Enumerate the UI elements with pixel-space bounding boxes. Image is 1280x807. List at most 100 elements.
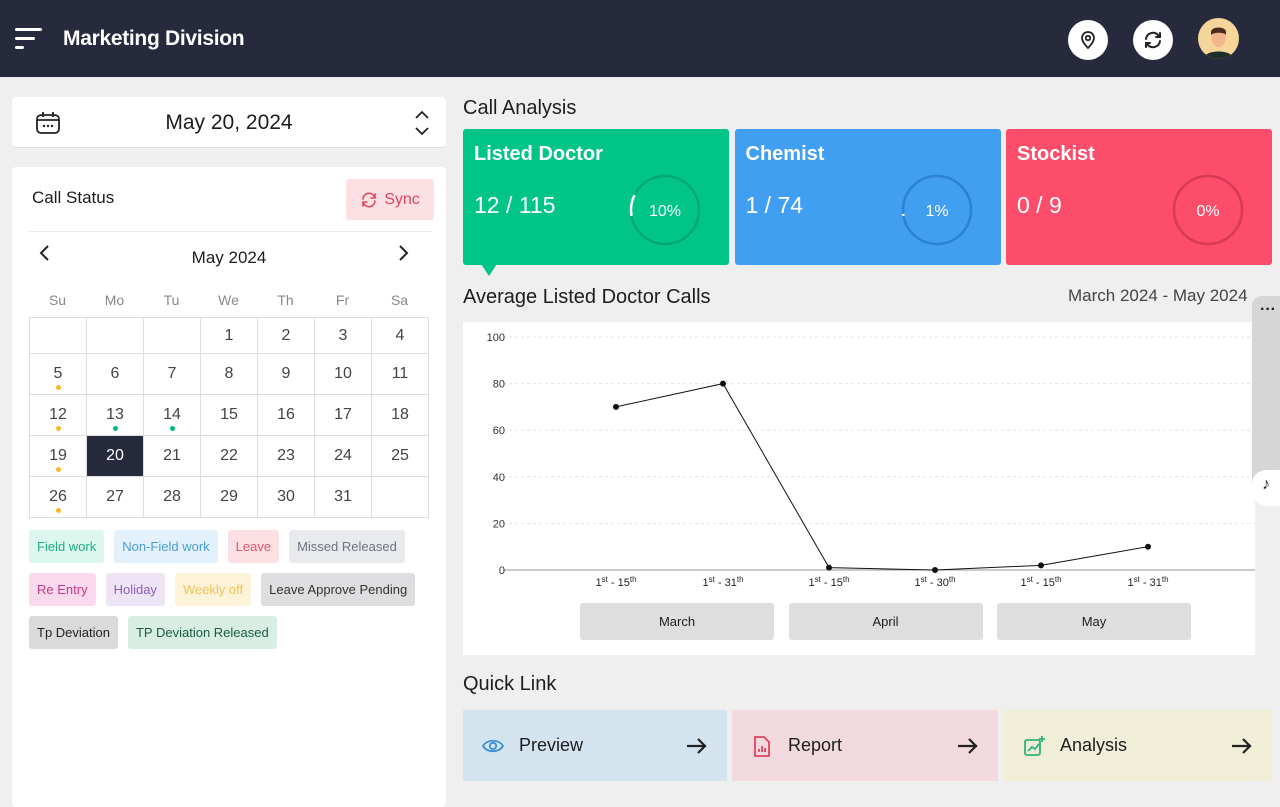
calendar-day[interactable]: 2 [257, 317, 315, 354]
chevron-updown-icon[interactable] [412, 109, 432, 142]
refresh-button[interactable] [1133, 20, 1173, 60]
calendar-day[interactable]: 24 [314, 435, 372, 477]
calendar-day[interactable]: 10 [314, 353, 372, 395]
x-tick-label: 1st - 15th [808, 575, 849, 589]
side-scroll-handle[interactable]: ··· [1252, 296, 1280, 501]
calendar-day[interactable]: 14 [143, 394, 201, 436]
progress-arc [629, 174, 701, 246]
calendar-day[interactable]: 9 [257, 353, 315, 395]
data-point[interactable] [720, 380, 726, 387]
next-month-button[interactable] [396, 244, 410, 267]
quick-link-preview[interactable]: Preview [463, 710, 727, 781]
legend-tag: Missed Released [289, 530, 405, 563]
refresh-icon [1145, 31, 1161, 49]
location-icon [1081, 31, 1095, 50]
day-number: 29 [220, 488, 238, 505]
status-dot [112, 426, 118, 431]
quick-link-analysis[interactable]: Analysis [1004, 710, 1272, 781]
date-selector[interactable]: May 20, 2024 [12, 97, 446, 148]
data-point[interactable] [932, 567, 938, 573]
stat-card-chemist[interactable]: Chemist 1 / 74 1% [734, 129, 1001, 265]
month-label: May 2024 [191, 248, 267, 267]
status-legend: Field work Non-Field work Leave Missed Rele… [29, 530, 429, 649]
calendar-day[interactable]: 27 [86, 476, 144, 518]
day-number: 16 [277, 406, 295, 423]
location-button[interactable] [1068, 20, 1108, 60]
day-number: 26 [49, 488, 67, 505]
chart-title: Average Listed Doctor Calls [463, 286, 711, 308]
calendar-day[interactable]: 15 [200, 394, 258, 436]
day-number: 27 [106, 488, 124, 505]
more-icon[interactable]: ··· [1260, 301, 1276, 318]
day-number: 22 [220, 447, 238, 464]
calendar-day[interactable]: 13 [86, 394, 144, 436]
app-title: Marketing Division [63, 27, 245, 50]
day-number: 31 [334, 488, 352, 505]
calendar-day[interactable]: 11 [371, 353, 429, 395]
call-status-title: Call Status [32, 188, 115, 207]
calendar-day[interactable]: 25 [371, 435, 429, 477]
quick-link-label: Report [788, 735, 843, 755]
y-tick-label: 40 [493, 472, 505, 484]
calendar-day[interactable]: 26 [29, 476, 87, 518]
avatar[interactable] [1198, 18, 1239, 59]
calendar-day[interactable]: 22 [200, 435, 258, 477]
calendar-day[interactable]: 4 [371, 317, 429, 354]
legend-tag: TP Deviation Released [127, 616, 277, 649]
legend-tag: Re Entry [29, 573, 96, 606]
calendar-day[interactable]: 1 [200, 317, 258, 354]
stat-card-listed-doctor[interactable]: Listed Doctor 12 / 115 10% [463, 129, 729, 265]
calendar-day[interactable]: 18 [371, 394, 429, 436]
day-number: 7 [167, 365, 177, 382]
data-point[interactable] [1038, 562, 1044, 569]
calendar-day[interactable]: 20 [86, 435, 144, 477]
divider [28, 231, 432, 232]
calendar-day[interactable]: 8 [200, 353, 258, 395]
day-number: 30 [277, 488, 295, 505]
calendar-day[interactable]: 28 [143, 476, 201, 518]
data-point[interactable] [613, 403, 619, 410]
progress-ring: 0% [1172, 174, 1244, 246]
calendar-day[interactable]: 6 [86, 353, 144, 395]
calendar-day[interactable]: 16 [257, 394, 315, 436]
y-tick-label: 100 [487, 332, 505, 344]
quick-link-report[interactable]: Report [732, 710, 998, 781]
calendar-day[interactable]: 21 [143, 435, 201, 477]
calendar-day[interactable]: 12 [29, 394, 87, 436]
calendar-day[interactable]: 19 [29, 435, 87, 477]
weekday-label: Th [277, 292, 294, 308]
day-number: 17 [334, 406, 352, 423]
calendar-day[interactable]: 3 [314, 317, 372, 354]
month-button-march[interactable]: March [580, 603, 774, 640]
month-button-april[interactable]: April [788, 603, 983, 640]
calendar-day[interactable]: 29 [200, 476, 258, 518]
calendar-day[interactable]: 5 [29, 353, 87, 395]
menu-icon[interactable] [15, 28, 43, 55]
sync-label: Sync [384, 190, 420, 208]
chart-date-range: March 2024 - May 2024 [1068, 286, 1248, 305]
legend-tag: Field work [29, 530, 105, 563]
status-dot [169, 426, 175, 431]
weekday-label: Sa [390, 292, 409, 308]
call-analysis-title: Call Analysis [463, 97, 577, 119]
day-number: 23 [277, 447, 295, 464]
music-note-icon[interactable]: ♪ [1252, 470, 1280, 506]
calendar-icon [35, 111, 61, 140]
calendar-day[interactable]: 30 [257, 476, 315, 518]
calendar-empty-cell [29, 317, 87, 354]
series-line [615, 383, 1149, 571]
calendar-day[interactable]: 31 [314, 476, 372, 518]
calendar-grid: 1 2 3 4 5 6 7 8 9 10 11 12 13 14 15 16 17 18 19 20 21 22 23 24 2… [29, 317, 429, 518]
y-tick-label: 60 [493, 425, 505, 437]
calendar-day[interactable]: 7 [143, 353, 201, 395]
report-icon [754, 735, 770, 757]
x-tick-label: 1st - 30th [914, 575, 955, 589]
sync-button[interactable]: Sync [346, 179, 434, 220]
data-point[interactable] [1145, 543, 1151, 550]
calendar-day[interactable]: 23 [257, 435, 315, 477]
data-point[interactable] [826, 564, 832, 571]
month-button-may[interactable]: May [997, 603, 1191, 640]
prev-month-button[interactable] [38, 244, 52, 267]
stat-card-stockist[interactable]: Stockist 0 / 9 0% [1006, 129, 1272, 265]
calendar-day[interactable]: 17 [314, 394, 372, 436]
